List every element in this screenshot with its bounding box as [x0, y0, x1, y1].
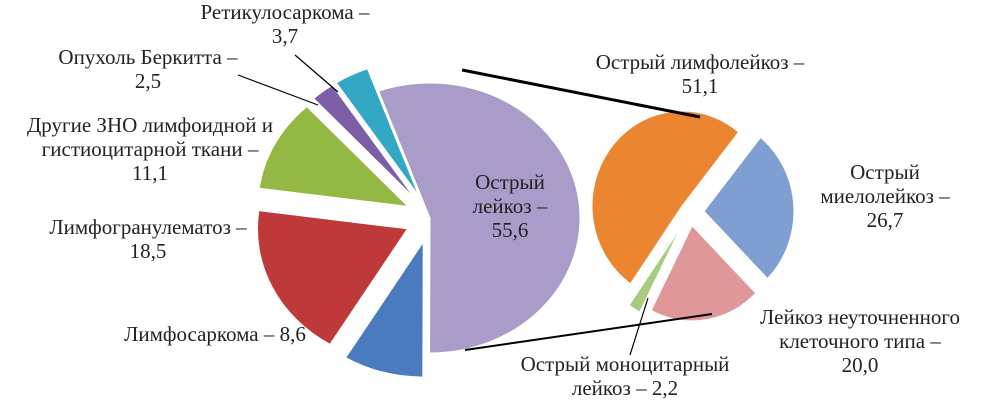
value-label: 18,5 — [129, 239, 167, 263]
pie-slice — [628, 227, 682, 313]
pie-slice — [378, 82, 581, 354]
category-label: Лейкоз неуточненного клеточного типа – — [760, 305, 960, 353]
category-label: Острый моноцитарный лейкоз – — [520, 352, 730, 400]
category-label: Острый лейкоз – — [472, 170, 548, 218]
value-label: 51,1 — [681, 74, 719, 98]
value-label: 3,7 — [271, 24, 299, 48]
pie-slice — [650, 224, 757, 322]
pie-slice — [703, 136, 795, 280]
category-label: Опухоль Беркитта – — [58, 45, 238, 69]
category-label: Лимфосаркома – — [124, 322, 275, 346]
slice-label: Острый миелолейкоз – 26,7 — [805, 160, 965, 232]
slice-label: Ретикулосаркома – 3,7 — [155, 0, 415, 48]
value-label: 2,2 — [651, 376, 679, 400]
slice-label: Острый лимфолейкоз – 51,1 — [550, 50, 850, 98]
value-label: 20,0 — [841, 353, 879, 377]
pie-slice — [256, 210, 409, 346]
slice-label: Острый лейкоз – 55,6 — [445, 170, 575, 242]
category-label: Острый миелолейкоз – — [820, 160, 950, 208]
category-label: Другие ЗНО лимфоидной и гистиоцитарной т… — [26, 113, 274, 161]
pie-slice — [312, 84, 416, 199]
value-label: 8,6 — [279, 322, 306, 346]
pie-slice — [335, 68, 420, 196]
connector-line — [464, 313, 713, 351]
value-label: 26,7 — [866, 208, 904, 232]
leader-line — [629, 297, 649, 356]
slice-label: Лейкоз неуточненного клеточного типа – 2… — [735, 305, 981, 377]
leader-line — [294, 54, 339, 93]
value-label: 11,1 — [132, 161, 168, 185]
connector-line — [461, 68, 701, 119]
category-label: Ретикулосаркома – — [200, 0, 370, 24]
value-label: 55,6 — [491, 218, 529, 242]
leader-line — [237, 74, 319, 106]
slice-label: Другие ЗНО лимфоидной и гистиоцитарной т… — [0, 113, 300, 185]
category-label: Лимфогранулематоз – — [49, 215, 247, 239]
slice-label: Опухоль Беркитта – 2,5 — [18, 45, 278, 93]
slice-label: Лимфогранулематоз – 18,5 — [8, 215, 288, 263]
value-label: 2,5 — [134, 69, 162, 93]
category-label: Острый лимфолейкоз – — [595, 50, 805, 74]
pie-slice — [591, 110, 740, 285]
slice-label: Острый моноцитарный лейкоз – 2,2 — [500, 352, 750, 400]
pie-slice — [345, 240, 424, 378]
slice-label: Лимфосаркома – 8,6 — [105, 322, 325, 346]
pie-slice — [258, 105, 410, 208]
